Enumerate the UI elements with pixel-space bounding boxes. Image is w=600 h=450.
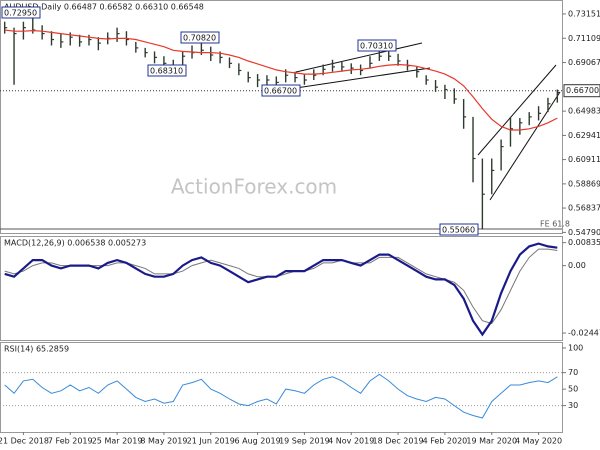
annotation-box xyxy=(1,6,41,19)
annotation: FE 61.8 xyxy=(540,220,570,229)
trend-line xyxy=(295,42,423,73)
panel-title: AUDUSD Daily 0.66487 0.66582 0.66310 0.6… xyxy=(4,3,204,12)
y-tick-label: 30 xyxy=(568,401,578,410)
annotation: 0.70820 xyxy=(183,34,216,43)
indicator-line xyxy=(4,242,558,337)
annotation-box xyxy=(357,39,397,52)
y-tick-label: 0.69067 xyxy=(568,58,600,67)
y-tick-label: 0.73151 xyxy=(568,9,600,18)
y-tick-label: 0.00 xyxy=(568,261,586,270)
y-tick-label: 0.71109 xyxy=(568,34,600,43)
annotation-box xyxy=(261,84,301,97)
y-tick-label: 70 xyxy=(568,368,578,377)
watermark: ActionForex.com xyxy=(171,175,337,199)
x-tick-label: 18 Dec 2019 xyxy=(373,437,424,446)
last-price-label: 0.66700 xyxy=(566,86,599,95)
y-tick-label: 50 xyxy=(568,385,578,394)
panel-title: RSI(14) 65.2859 xyxy=(4,345,69,354)
trend-line xyxy=(477,64,557,156)
y-tick-label: 0.008354 xyxy=(568,238,600,247)
x-tick-label: 4 Feb 2020 xyxy=(423,437,468,446)
annotation: 0.72950 xyxy=(4,9,37,18)
panel-title: MACD(12,26,9) 0.006538 0.005273 xyxy=(4,239,146,248)
price-panel xyxy=(0,0,563,234)
annotation: 0.68310 xyxy=(150,67,183,76)
x-tick-label: 19 Sep 2019 xyxy=(279,437,330,446)
annotation: 0.55060 xyxy=(442,226,475,235)
annotation-box xyxy=(147,64,187,77)
y-tick-label: 0.62941 xyxy=(568,131,600,140)
x-tick-label: 4 Nov 2019 xyxy=(328,437,374,446)
y-tick-label: 0.56837 xyxy=(568,204,600,213)
x-tick-label: 21 Dec 2018 xyxy=(0,437,49,446)
y-tick-label: 0.58869 xyxy=(568,179,600,188)
annotation-box xyxy=(180,31,220,44)
annotation-box xyxy=(439,223,479,236)
indicator-line xyxy=(4,373,558,419)
x-tick-label: 7 Feb 2019 xyxy=(48,437,93,446)
macd-panel xyxy=(0,236,563,341)
trend-line xyxy=(295,67,431,89)
last-price-box xyxy=(563,84,600,98)
y-tick-label: -0.02447 xyxy=(568,329,600,338)
annotation: 0.66700 xyxy=(264,87,297,96)
annotation: 0.70310 xyxy=(360,42,393,51)
x-tick-label: 21 Jun 2019 xyxy=(187,437,235,446)
indicator-line xyxy=(4,248,558,325)
y-tick-label: 0.54790 xyxy=(568,228,600,237)
x-tick-label: 19 Mar 2020 xyxy=(466,437,517,446)
moving-average xyxy=(4,29,558,131)
y-tick-label: 0.64983 xyxy=(568,107,600,116)
y-tick-label: 100 xyxy=(568,343,583,352)
x-tick-label: 25 Mar 2019 xyxy=(92,437,143,446)
rsi-panel xyxy=(0,342,563,433)
y-tick-label: 0.60911 xyxy=(568,155,600,164)
x-tick-label: 4 May 2020 xyxy=(515,437,562,446)
x-tick-label: 8 May 2019 xyxy=(140,437,187,446)
x-tick-label: 6 Aug 2019 xyxy=(235,437,281,446)
